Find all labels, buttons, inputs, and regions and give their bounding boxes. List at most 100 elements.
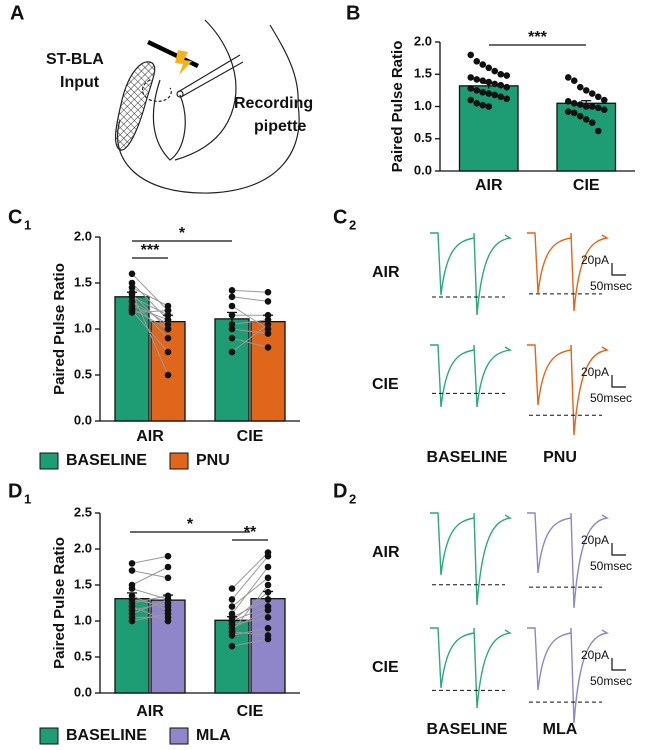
pair-line — [231, 289, 269, 293]
y-tick-label: 0.0 — [414, 162, 432, 177]
column-label: BASELINE — [427, 721, 508, 738]
data-point — [594, 127, 602, 135]
data-point — [582, 87, 590, 94]
data-point — [582, 116, 590, 123]
data-point — [497, 81, 505, 89]
slice-outline — [152, 79, 186, 161]
data-point — [497, 70, 505, 78]
pair-line — [131, 310, 169, 353]
data-point — [128, 309, 136, 316]
y-tick-label: 2.0 — [74, 228, 92, 243]
stimulus-label: Input — [60, 74, 100, 91]
slice-outline — [174, 19, 237, 161]
data-point — [264, 344, 272, 351]
data-point — [588, 90, 596, 97]
pair-line — [131, 292, 169, 376]
significance-label: *** — [528, 29, 547, 46]
y-tick-label: 0.5 — [414, 130, 432, 145]
data-point — [473, 76, 481, 83]
stimulus-label: ST-BLA — [46, 51, 104, 68]
scale-bar — [611, 375, 626, 388]
data-point — [228, 348, 236, 356]
data-point — [164, 302, 172, 310]
data-point — [228, 293, 236, 301]
data-point — [503, 95, 511, 103]
x-tick-label: CIE — [573, 177, 600, 194]
trace — [430, 344, 512, 408]
data-point — [228, 596, 236, 603]
data-point — [164, 334, 172, 342]
data-point — [564, 98, 572, 105]
pair-line — [131, 287, 169, 307]
y-tick-label: 2.0 — [74, 540, 92, 555]
data-point — [128, 567, 136, 574]
scale-bar — [611, 658, 626, 671]
data-point — [164, 311, 172, 319]
data-point — [228, 642, 236, 650]
y-tick-label: 2.5 — [74, 504, 92, 519]
data-point — [576, 112, 584, 120]
stimulus-bolt — [175, 50, 192, 75]
trace — [527, 232, 609, 312]
panel-label: D — [333, 480, 347, 502]
significance-label: * — [179, 225, 186, 242]
y-tick-label: 0.5 — [74, 648, 92, 663]
data-point — [264, 311, 272, 319]
pair-line — [231, 566, 269, 615]
pair-line — [131, 613, 169, 622]
panel-label: C — [8, 206, 22, 228]
panel-sublabel: 1 — [24, 217, 31, 232]
data-point — [128, 298, 136, 305]
data-point — [264, 596, 272, 603]
data-point — [467, 51, 475, 59]
data-point — [264, 574, 272, 582]
data-point — [164, 599, 172, 607]
data-point — [264, 581, 272, 589]
pair-line — [131, 598, 169, 608]
data-point — [164, 348, 172, 356]
data-point — [503, 72, 511, 79]
scale-amplitude: 20pA — [581, 365, 609, 379]
data-point — [570, 77, 578, 84]
data-point — [473, 99, 481, 107]
x-tick-label: AIR — [475, 177, 503, 194]
legend-swatch — [169, 727, 189, 745]
pair-line — [131, 588, 169, 600]
data-point — [600, 106, 608, 114]
data-point — [264, 325, 272, 333]
data-point — [467, 74, 475, 81]
panel-label: A — [10, 2, 24, 24]
data-point — [264, 588, 272, 596]
data-point — [479, 89, 487, 96]
data-point — [485, 90, 493, 97]
data-point — [228, 311, 236, 319]
data-point — [128, 606, 136, 614]
data-point — [264, 614, 272, 621]
data-point — [264, 635, 272, 643]
data-point — [497, 93, 505, 101]
pair-line — [131, 555, 169, 564]
row-label: CIE — [372, 659, 399, 676]
legend-label: PNU — [196, 452, 230, 469]
pair-line — [131, 273, 169, 311]
data-point — [576, 83, 584, 91]
data-point — [164, 321, 172, 328]
data-point — [228, 321, 236, 328]
legend-swatch — [39, 727, 59, 745]
scale-bar — [611, 263, 626, 276]
scale-bar — [611, 543, 626, 556]
data-point — [564, 74, 572, 81]
pair-line — [131, 602, 169, 611]
legend-swatch — [169, 452, 189, 470]
data-point — [503, 83, 511, 91]
panel-label: C — [333, 206, 347, 228]
pair-line — [231, 552, 269, 589]
data-point — [228, 302, 236, 310]
panel-sublabel: 2 — [349, 217, 356, 232]
pair-line — [231, 591, 269, 622]
column-label: MLA — [543, 721, 578, 738]
data-point — [479, 61, 487, 68]
legend-label: MLA — [196, 727, 231, 744]
pair-line — [231, 631, 269, 636]
data-point — [164, 316, 172, 324]
